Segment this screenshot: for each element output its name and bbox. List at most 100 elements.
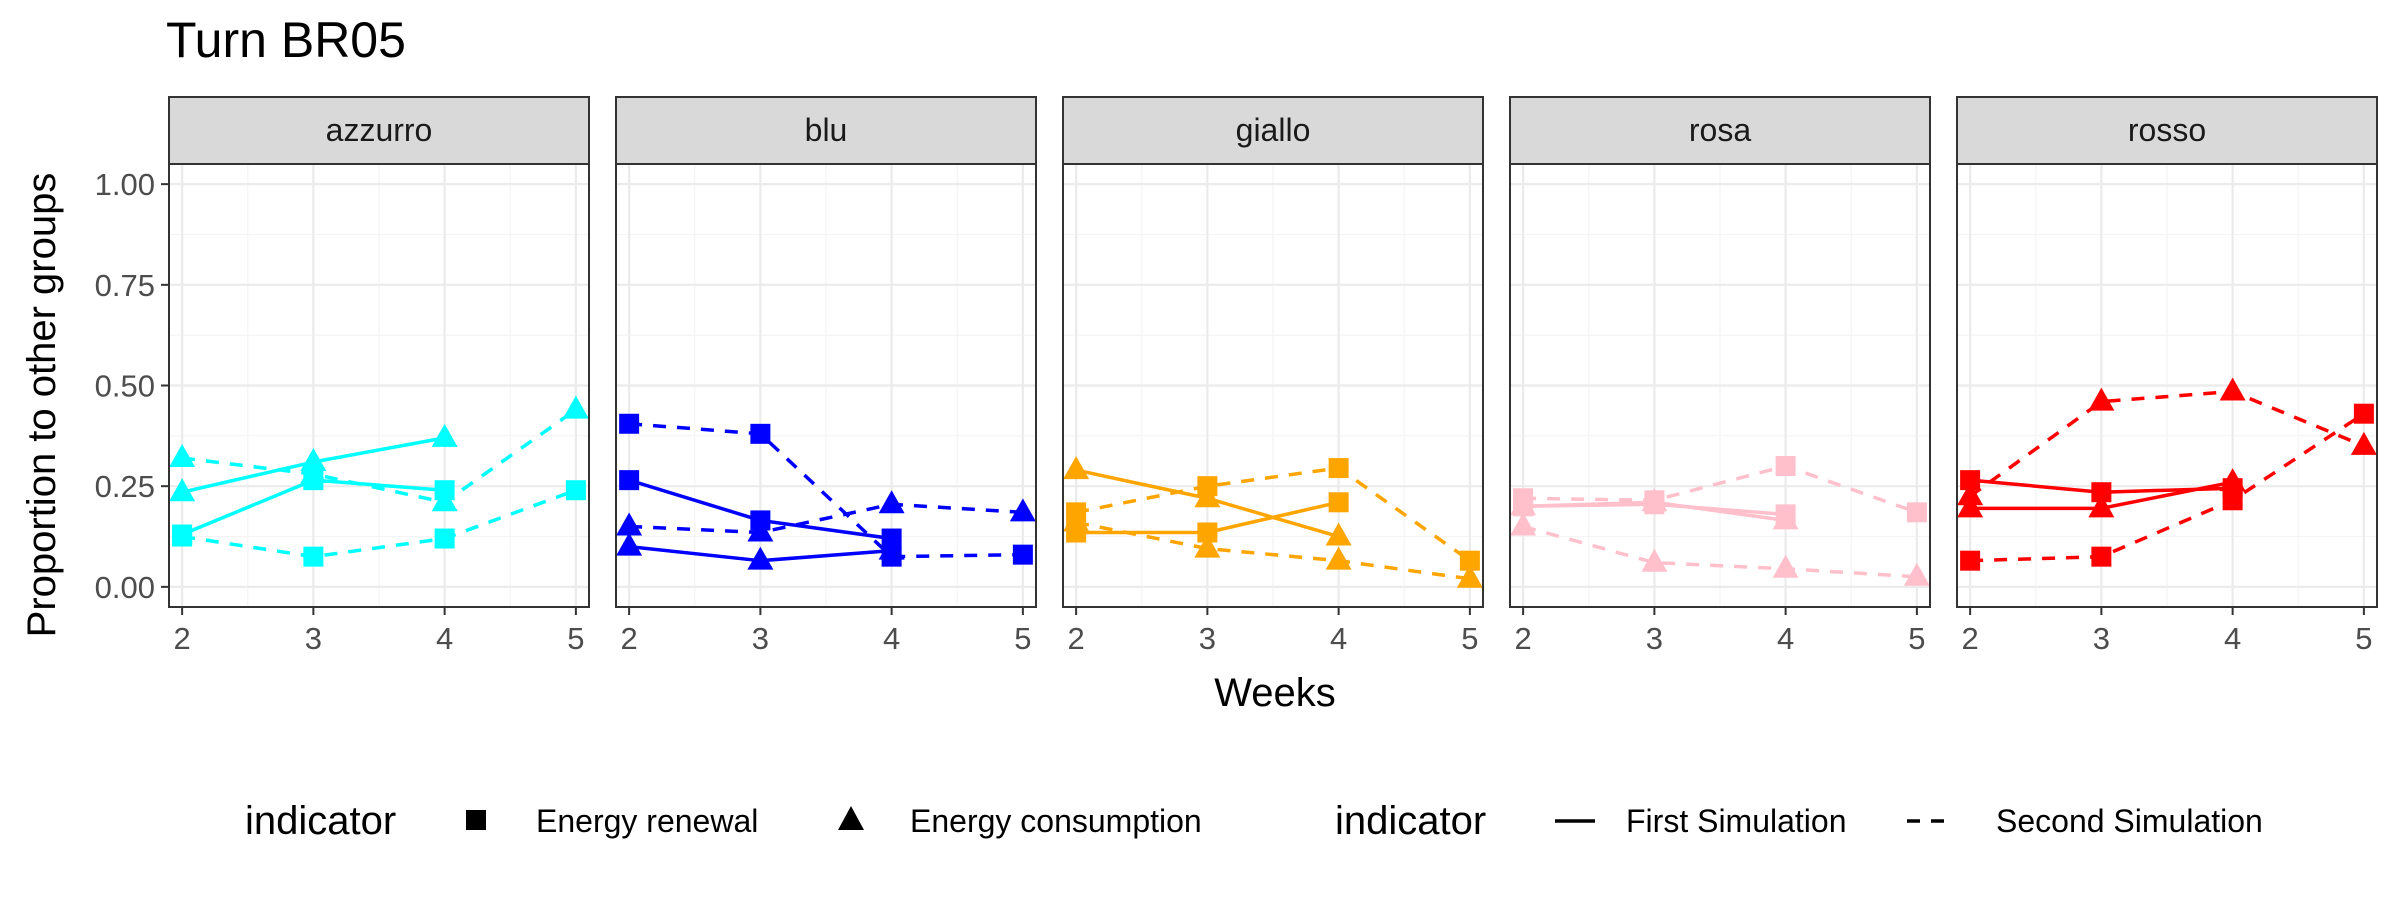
data-point-triangle bbox=[2219, 377, 2246, 401]
data-point-triangle bbox=[2219, 468, 2246, 492]
data-point-triangle bbox=[1957, 482, 1984, 506]
data-point-square bbox=[1197, 522, 1218, 543]
panel-rosso: rosso 2 3 4 5 bbox=[1956, 96, 2378, 656]
data-point-square bbox=[1775, 456, 1796, 477]
data-point-triangle bbox=[616, 532, 643, 556]
chart-title: Turn BR05 bbox=[166, 12, 406, 68]
x-tick-label: 5 bbox=[1461, 621, 1478, 656]
x-tick-label: 4 bbox=[1330, 621, 1347, 656]
data-point-square bbox=[434, 528, 455, 549]
legend-label-second-simulation: Second Simulation bbox=[1996, 803, 2263, 839]
x-tick-label: 4 bbox=[1777, 621, 1794, 656]
facet-label-giallo: giallo bbox=[1236, 112, 1311, 148]
data-point-triangle bbox=[1957, 494, 1984, 518]
legend-label-first-simulation: First Simulation bbox=[1626, 803, 1847, 839]
series-line bbox=[1522, 524, 1917, 579]
data-point-square bbox=[1960, 470, 1981, 491]
data-point-square bbox=[1328, 492, 1349, 513]
data-point-square bbox=[303, 546, 324, 567]
y-axis-title: Proportion to other groups bbox=[20, 173, 64, 638]
data-point-triangle bbox=[1903, 562, 1930, 586]
legend-square-marker bbox=[466, 810, 486, 830]
x-tick-label: 5 bbox=[567, 621, 584, 656]
x-tick-label: 5 bbox=[2355, 621, 2372, 656]
data-point-triangle bbox=[562, 395, 589, 419]
data-point-triangle bbox=[1325, 546, 1352, 570]
data-point-triangle bbox=[1009, 498, 1036, 522]
facet-strip bbox=[615, 96, 1037, 165]
y-tick-label: 0.25 bbox=[95, 469, 155, 504]
x-tick-label: 2 bbox=[1515, 621, 1532, 656]
data-point-triangle bbox=[1063, 508, 1090, 532]
data-point-square bbox=[1328, 458, 1349, 479]
data-point-triangle bbox=[1772, 506, 1799, 530]
data-point-square bbox=[2091, 482, 2112, 503]
y-tick-label: 0.00 bbox=[95, 570, 155, 605]
data-point-triangle bbox=[1510, 512, 1537, 536]
data-point-triangle bbox=[300, 448, 327, 472]
data-point-square bbox=[750, 423, 771, 444]
data-point-triangle bbox=[1456, 564, 1483, 588]
data-point-square bbox=[1960, 550, 1981, 571]
x-tick-label: 3 bbox=[305, 621, 322, 656]
x-tick-label: 3 bbox=[752, 621, 769, 656]
data-point-triangle bbox=[300, 460, 327, 484]
x-tick-label: 4 bbox=[436, 621, 453, 656]
data-point-square bbox=[2091, 546, 2112, 567]
series-line bbox=[1523, 464, 1918, 515]
data-point-triangle bbox=[431, 488, 458, 512]
legend-triangle-marker bbox=[838, 806, 864, 830]
x-tick-label: 2 bbox=[174, 621, 191, 656]
series-line bbox=[629, 502, 1023, 535]
data-point-triangle bbox=[169, 443, 196, 467]
data-point-square bbox=[881, 546, 902, 567]
data-point-square bbox=[1513, 488, 1534, 509]
data-point-triangle bbox=[169, 478, 196, 502]
legend-linetype-title: indicator bbox=[1335, 799, 1486, 843]
series-line bbox=[181, 408, 577, 505]
x-axis-title: Weeks bbox=[1214, 671, 1336, 715]
legend-shape-title: indicator bbox=[245, 799, 396, 843]
x-tick-label: 5 bbox=[1014, 621, 1031, 656]
data-point-triangle bbox=[747, 518, 774, 542]
facet-strip bbox=[1956, 96, 2378, 165]
panel-azzurro: azzurro 2 3 4 5 0.00 0.25 0.50 0.75 1.00 bbox=[95, 96, 590, 656]
y-tick-label: 0.75 bbox=[95, 268, 155, 303]
data-point-triangle bbox=[431, 423, 458, 447]
facet-label-blu: blu bbox=[805, 112, 848, 148]
series-line bbox=[181, 488, 577, 559]
data-point-triangle bbox=[2088, 494, 2115, 518]
data-point-square bbox=[2222, 490, 2243, 511]
data-point-triangle bbox=[878, 490, 905, 514]
data-point-square bbox=[1644, 490, 1665, 511]
data-point-triangle bbox=[2088, 387, 2115, 411]
data-point-square bbox=[619, 413, 640, 434]
series-line bbox=[1075, 466, 1471, 563]
y-tick-label: 0.50 bbox=[95, 369, 155, 404]
data-point-triangle bbox=[2350, 431, 2377, 455]
panel-blu: blu 2 3 4 5 bbox=[615, 96, 1037, 656]
legend-label-energy-renewal: Energy renewal bbox=[536, 803, 758, 839]
x-tick-label: 3 bbox=[1199, 621, 1216, 656]
facet-label-rosso: rosso bbox=[2128, 112, 2206, 148]
data-point-square bbox=[1906, 502, 1927, 523]
x-tick-label: 5 bbox=[1908, 621, 1925, 656]
x-tick-label: 3 bbox=[2093, 621, 2110, 656]
x-tick-label: 2 bbox=[1068, 621, 1085, 656]
x-tick-label: 4 bbox=[883, 621, 900, 656]
panel-giallo: giallo 2 3 4 5 bbox=[1062, 96, 1484, 656]
facet-strip bbox=[1062, 96, 1484, 165]
x-tick-label: 4 bbox=[2224, 621, 2241, 656]
legend-linetype: indicator First Simulation Second Simula… bbox=[1335, 799, 2263, 843]
data-point-triangle bbox=[1063, 456, 1090, 480]
data-point-square bbox=[1459, 550, 1480, 571]
y-tick-label: 1.00 bbox=[95, 167, 155, 202]
x-tick-label: 2 bbox=[621, 621, 638, 656]
data-point-triangle bbox=[616, 512, 643, 536]
series-line bbox=[1970, 412, 2365, 563]
data-point-triangle bbox=[747, 546, 774, 570]
legend-label-energy-consumption: Energy consumption bbox=[910, 803, 1202, 839]
x-tick-label: 3 bbox=[1646, 621, 1663, 656]
